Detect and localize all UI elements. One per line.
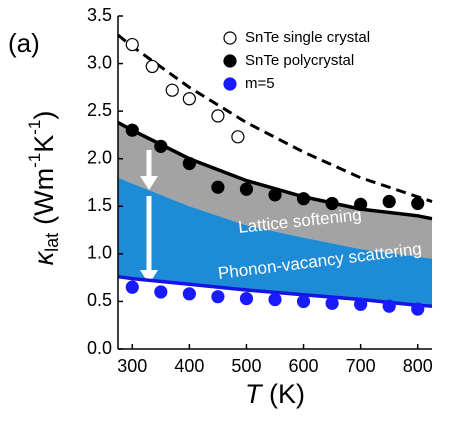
y-label-unit: (Wm: [29, 168, 59, 225]
y-tick-label: 2.0: [87, 147, 112, 167]
point: [145, 59, 159, 74]
x-label: T (K): [245, 379, 305, 409]
y-tick-label: 3.5: [87, 5, 112, 25]
point: [125, 123, 139, 137]
point: [354, 297, 368, 311]
panel-label: (a): [8, 28, 40, 58]
point: [154, 285, 168, 299]
point: [239, 182, 254, 196]
legend-marker: [223, 77, 237, 91]
point: [125, 37, 139, 52]
point: [239, 291, 254, 306]
x-tick-label: 300: [117, 356, 147, 376]
x-tick-label: 400: [174, 356, 204, 376]
y-tick-label: 3.0: [87, 52, 112, 72]
y-label-symbol: κ: [29, 250, 59, 265]
point: [182, 156, 196, 171]
point: [354, 197, 368, 211]
point: [182, 92, 196, 106]
point: [325, 296, 339, 310]
legend-label: SnTe polycrystal: [245, 52, 354, 69]
arrow-head: [140, 176, 158, 190]
legend-marker: [223, 54, 237, 68]
point: [411, 196, 425, 211]
point: [382, 299, 396, 313]
point: [268, 292, 282, 307]
point: [211, 109, 225, 123]
legend-marker: [223, 31, 237, 45]
y-tick-label: 1.5: [87, 195, 112, 215]
arrow-head: [140, 270, 158, 284]
point: [231, 130, 245, 144]
x-label-unit: (K): [269, 379, 305, 409]
y-tick-label: 2.5: [87, 100, 112, 120]
y-label-unit: K: [29, 135, 59, 153]
x-tick-label: 700: [346, 356, 376, 376]
curve: [117, 274, 433, 308]
y-label-sup: -1: [25, 153, 44, 168]
band: [118, 177, 432, 307]
point: [296, 294, 311, 309]
point: [165, 83, 179, 97]
point: [154, 139, 168, 153]
point: [325, 196, 339, 211]
point: [211, 180, 225, 194]
y-tick-label: 0.5: [87, 290, 112, 310]
point: [211, 290, 225, 304]
point: [125, 280, 139, 294]
point: [411, 302, 425, 316]
x-tick-label: 800: [403, 356, 433, 376]
point: [296, 192, 311, 206]
y-label: κlat(Wm-1K-1): [25, 111, 61, 266]
point: [382, 194, 396, 209]
y-label-sub: lat: [42, 233, 62, 252]
x-tick-label: 500: [231, 356, 261, 376]
x-label-symbol: T: [245, 379, 264, 409]
x-tick-label: 600: [289, 356, 319, 376]
point: [182, 287, 196, 301]
legend-label: m=5: [245, 75, 275, 92]
y-tick-label: 0.0: [87, 338, 112, 358]
legend-label: SnTe single crystal: [245, 29, 370, 46]
y-label-sup: -1: [25, 120, 44, 135]
y-label-unit: ): [29, 111, 59, 120]
point: [268, 188, 282, 202]
y-tick-label: 1.0: [87, 243, 112, 263]
